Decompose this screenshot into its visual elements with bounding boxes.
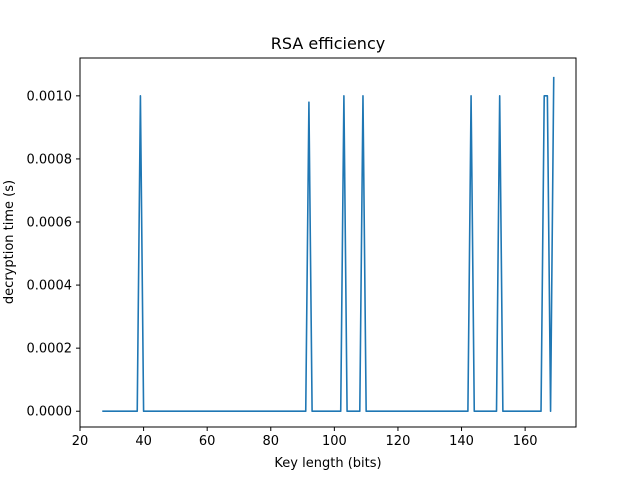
x-tick-label: 160	[513, 434, 538, 449]
x-axis-label: Key length (bits)	[274, 456, 381, 471]
y-tick-label: 0.0004	[27, 279, 73, 294]
series-layer	[102, 76, 555, 413]
x-axis-ticks: 20 40 60 80 100 120 140 160	[72, 427, 538, 449]
series-line	[102, 76, 555, 413]
x-tick-label: 140	[449, 434, 474, 449]
x-tick-label: 20	[72, 434, 89, 449]
y-tick-label: 0.0008	[27, 152, 73, 167]
chart-title: RSA efficiency	[271, 34, 385, 53]
y-axis-label: decryption time (s)	[2, 180, 17, 304]
x-tick-label: 40	[135, 434, 152, 449]
x-tick-label: 60	[199, 434, 216, 449]
plot-area	[79, 57, 577, 428]
x-tick-label: 100	[322, 434, 347, 449]
y-tick-label: 0.0000	[27, 405, 73, 420]
x-tick-label: 80	[262, 434, 279, 449]
y-tick-label: 0.0002	[27, 342, 73, 357]
x-tick-label: 120	[386, 434, 411, 449]
y-tick-label: 0.0006	[27, 216, 73, 231]
y-tick-label: 0.0010	[27, 89, 73, 104]
y-axis-ticks: 0.0000 0.0002 0.0004 0.0006 0.0008 0.0010	[27, 89, 80, 420]
